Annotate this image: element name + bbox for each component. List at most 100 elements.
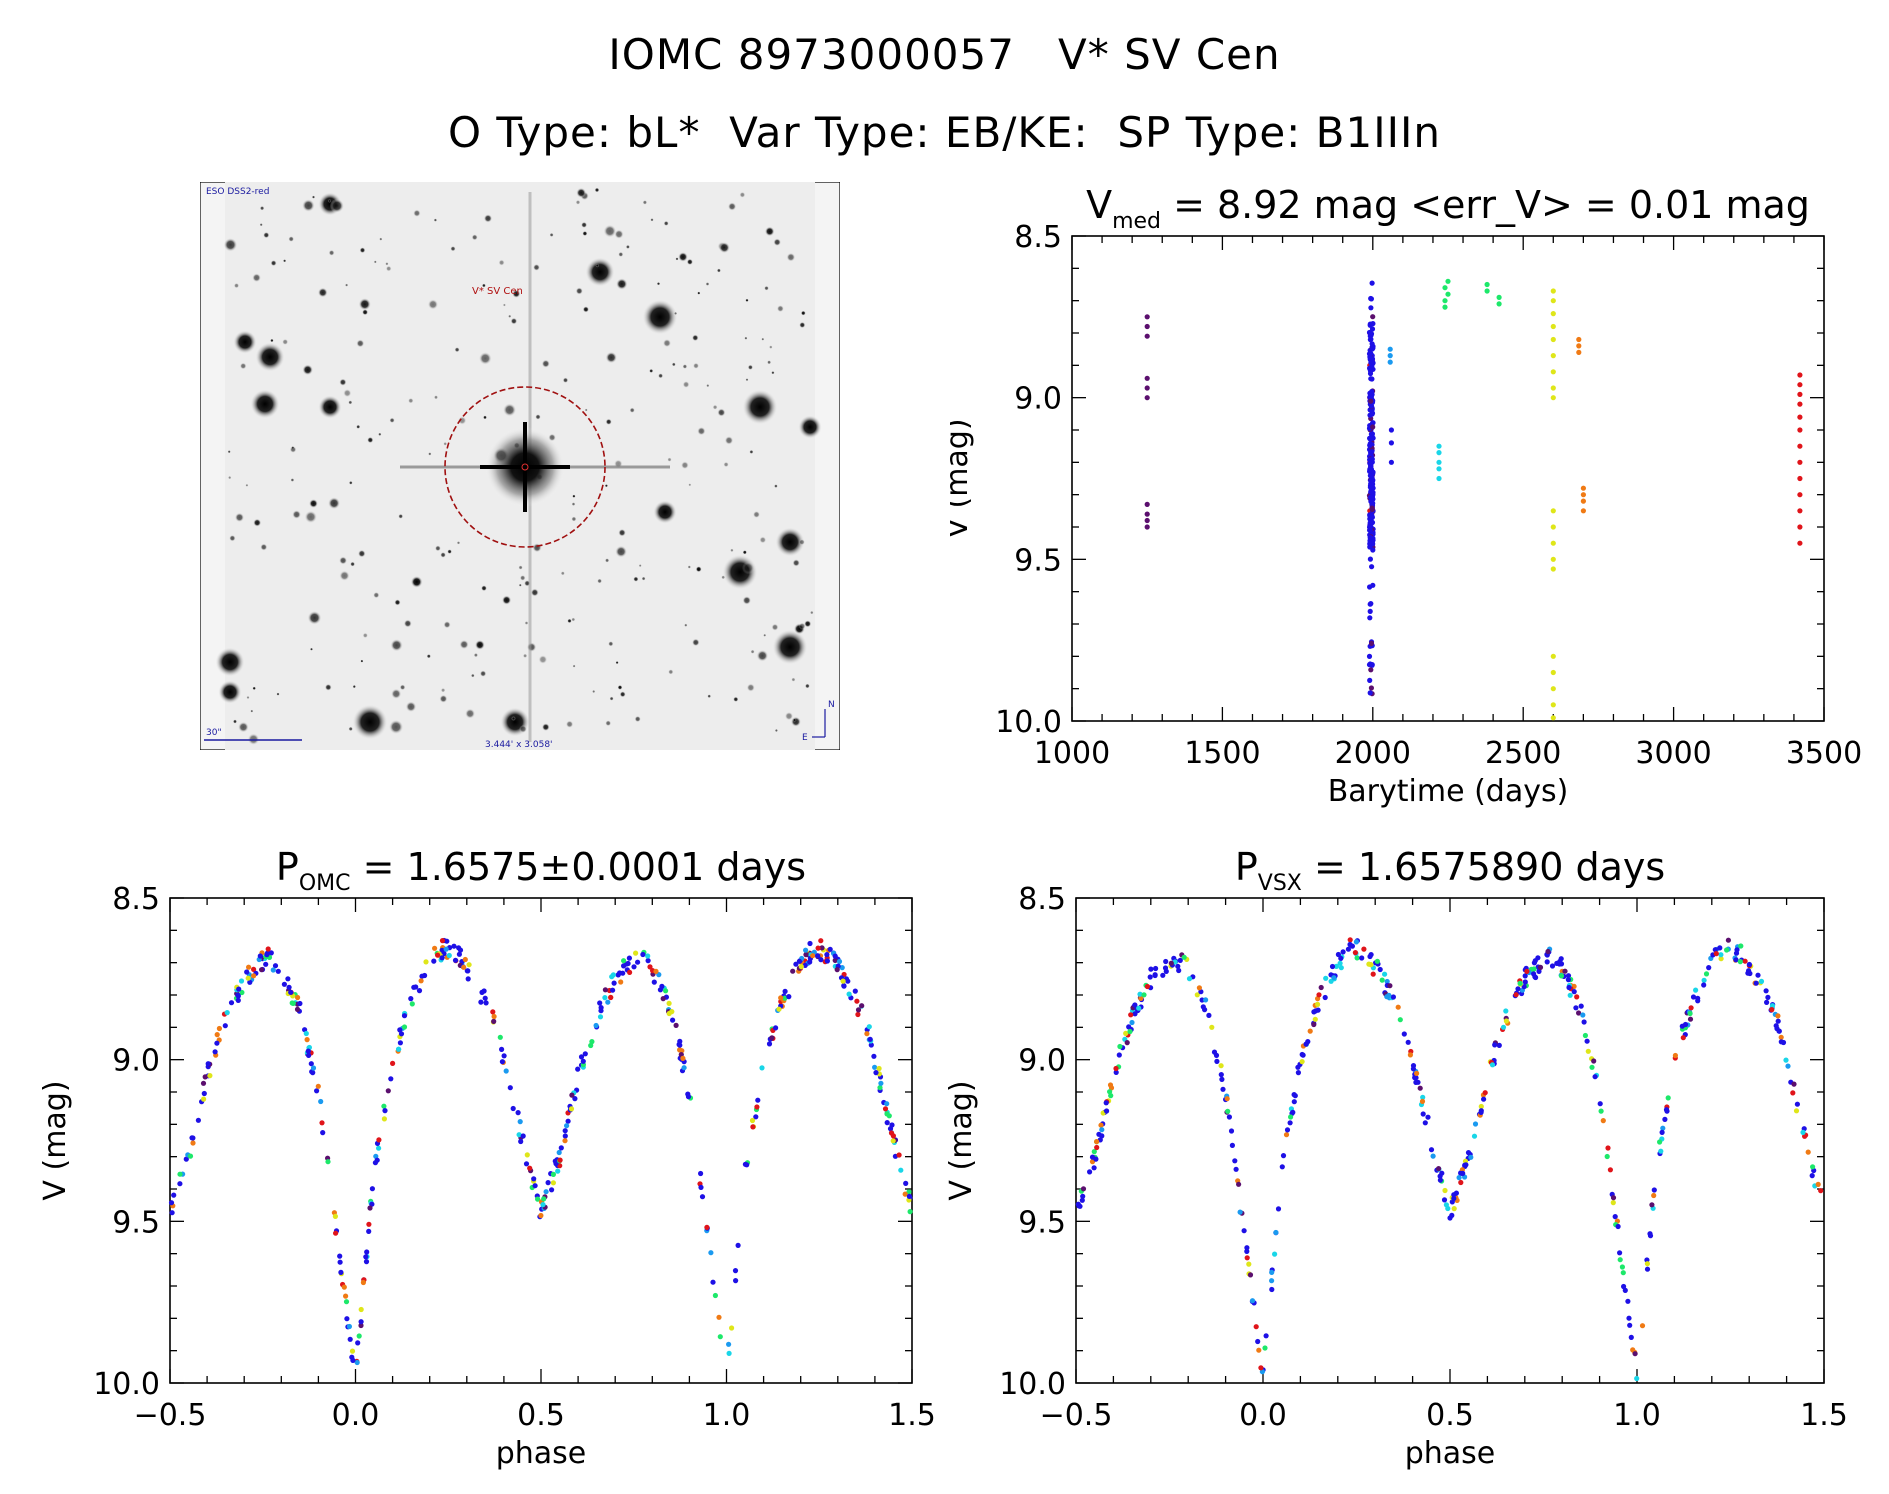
data-point bbox=[1368, 667, 1374, 673]
data-point bbox=[1665, 1095, 1671, 1101]
star bbox=[718, 241, 731, 254]
star bbox=[270, 338, 274, 343]
data-point bbox=[1322, 994, 1328, 1001]
data-point bbox=[1288, 1114, 1294, 1120]
star bbox=[634, 715, 641, 723]
data-point bbox=[1144, 323, 1150, 330]
data-point bbox=[1662, 1116, 1668, 1122]
data-point bbox=[520, 1133, 526, 1139]
star bbox=[403, 619, 412, 628]
star bbox=[742, 389, 778, 425]
data-point bbox=[818, 938, 824, 944]
star bbox=[633, 576, 639, 582]
data-point bbox=[1368, 295, 1374, 302]
star bbox=[378, 432, 382, 436]
data-point bbox=[1093, 1156, 1099, 1162]
star bbox=[629, 407, 635, 413]
data-point bbox=[1580, 508, 1586, 514]
data-point bbox=[627, 969, 633, 975]
y-tick-label: 10.0 bbox=[995, 705, 1062, 740]
data-point bbox=[305, 1048, 311, 1054]
data-point bbox=[796, 958, 803, 964]
data-point bbox=[1410, 1066, 1416, 1072]
data-point bbox=[818, 957, 824, 963]
data-point bbox=[1144, 511, 1150, 517]
data-point bbox=[610, 972, 617, 978]
x-tick-label: 1000 bbox=[1034, 736, 1110, 771]
lightcurve-chart: Vmed = 8.92 mag <err_V> = 0.01 mag 1000 15… bbox=[950, 183, 1862, 809]
star bbox=[519, 575, 526, 581]
star bbox=[533, 263, 540, 271]
data-point bbox=[635, 959, 641, 965]
data-point bbox=[320, 1130, 326, 1136]
data-point bbox=[1605, 1145, 1611, 1151]
data-point bbox=[1401, 1031, 1407, 1037]
data-point bbox=[390, 1060, 396, 1066]
star bbox=[674, 311, 678, 315]
data-point bbox=[358, 1306, 364, 1313]
data-point bbox=[1441, 1197, 1448, 1203]
target-label: V* SV Cen bbox=[472, 286, 523, 297]
data-point bbox=[251, 966, 257, 972]
data-point bbox=[677, 1047, 683, 1053]
data-point bbox=[1307, 1028, 1313, 1034]
data-point bbox=[555, 1168, 561, 1174]
data-point bbox=[1442, 298, 1448, 304]
data-point bbox=[1128, 1012, 1134, 1018]
data-point bbox=[659, 983, 665, 989]
data-point bbox=[729, 1325, 735, 1331]
data-point bbox=[1345, 946, 1351, 952]
data-point bbox=[354, 1359, 360, 1366]
data-point bbox=[1244, 1255, 1250, 1261]
data-point bbox=[1284, 1127, 1291, 1133]
data-point bbox=[562, 1133, 568, 1139]
data-point bbox=[490, 1009, 496, 1015]
data-point bbox=[1241, 1228, 1247, 1234]
data-point bbox=[1442, 285, 1448, 291]
star bbox=[253, 518, 262, 527]
data-point bbox=[263, 961, 269, 967]
data-point bbox=[238, 978, 245, 984]
data-point bbox=[898, 1167, 904, 1173]
star bbox=[604, 558, 610, 563]
data-point bbox=[1793, 1108, 1800, 1114]
data-point bbox=[1436, 475, 1442, 482]
star bbox=[662, 338, 672, 348]
data-point bbox=[1144, 501, 1150, 507]
data-point bbox=[207, 1073, 213, 1079]
data-point bbox=[268, 950, 274, 956]
star bbox=[625, 244, 630, 249]
data-point bbox=[647, 964, 653, 970]
data-point bbox=[1390, 994, 1396, 1000]
data-point bbox=[568, 1106, 575, 1112]
data-point bbox=[1136, 1005, 1142, 1011]
data-point bbox=[1550, 385, 1556, 391]
star bbox=[443, 621, 451, 629]
data-point bbox=[1550, 369, 1556, 375]
star bbox=[791, 677, 796, 682]
data-point bbox=[1621, 1283, 1627, 1290]
data-point bbox=[1578, 1003, 1584, 1009]
data-point bbox=[1810, 1164, 1816, 1170]
data-point bbox=[902, 1191, 908, 1197]
data-point bbox=[363, 1259, 370, 1265]
star bbox=[772, 629, 808, 665]
x-tick-label: 1.0 bbox=[703, 1398, 751, 1433]
star bbox=[618, 528, 626, 537]
data-point bbox=[1368, 601, 1374, 607]
data-point bbox=[680, 1055, 686, 1061]
data-point bbox=[1323, 975, 1329, 981]
data-point bbox=[1198, 989, 1204, 995]
data-point bbox=[769, 1035, 775, 1041]
star bbox=[773, 238, 782, 247]
data-point bbox=[265, 946, 271, 952]
star bbox=[339, 570, 350, 581]
data-point bbox=[1620, 1270, 1626, 1276]
star bbox=[310, 647, 313, 651]
star bbox=[518, 583, 522, 587]
star bbox=[481, 585, 487, 592]
data-point bbox=[239, 989, 245, 996]
data-point bbox=[1367, 370, 1374, 377]
star bbox=[615, 278, 628, 290]
data-point bbox=[1229, 1142, 1235, 1148]
